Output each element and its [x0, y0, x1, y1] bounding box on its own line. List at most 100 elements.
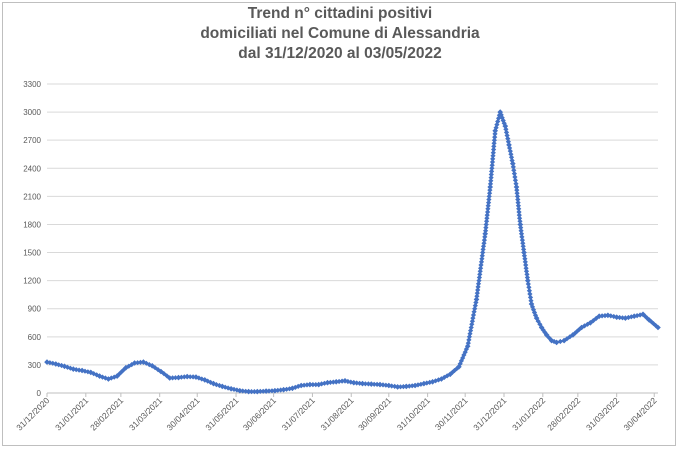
- marker: [190, 374, 196, 380]
- data-point: [438, 376, 445, 382]
- x-tick-label: 28/02/2021: [88, 395, 125, 432]
- marker: [170, 375, 176, 381]
- y-tick-label: 900: [28, 305, 42, 314]
- marker: [489, 168, 495, 174]
- chart-title: Trend n° cittadini positivi domiciliati …: [0, 4, 680, 64]
- data-point: [333, 379, 339, 385]
- marker: [248, 389, 255, 395]
- data-point: [510, 160, 516, 167]
- data-point: [114, 373, 120, 379]
- data-point: [587, 320, 594, 326]
- data-point: [464, 343, 471, 349]
- marker: [490, 150, 496, 156]
- data-point: [506, 142, 512, 148]
- marker: [521, 246, 527, 252]
- marker: [441, 374, 447, 380]
- marker: [642, 313, 648, 319]
- marker: [330, 379, 336, 385]
- y-tick-label: 2100: [23, 192, 41, 201]
- marker: [155, 367, 161, 373]
- marker: [487, 190, 493, 196]
- marker: [348, 379, 354, 385]
- marker: [516, 212, 522, 218]
- data-point: [640, 311, 646, 318]
- marker: [357, 380, 363, 386]
- data-point: [447, 371, 453, 378]
- marker: [518, 228, 524, 234]
- data-point: [149, 363, 155, 369]
- marker: [485, 209, 491, 215]
- marker: [653, 323, 659, 329]
- marker: [527, 291, 533, 297]
- marker: [301, 382, 307, 388]
- marker: [99, 374, 106, 380]
- data-point: [655, 324, 661, 331]
- data-point: [254, 388, 261, 395]
- x-tick-label: 30/06/2021: [241, 395, 278, 432]
- marker: [481, 240, 487, 246]
- data-point: [96, 373, 103, 379]
- marker: [137, 359, 144, 365]
- marker: [319, 381, 325, 387]
- marker: [468, 328, 474, 334]
- marker: [146, 362, 152, 368]
- data-point: [487, 184, 493, 190]
- data-point: [394, 384, 401, 390]
- marker: [476, 274, 482, 281]
- marker: [628, 314, 634, 320]
- marker: [161, 371, 167, 377]
- marker: [484, 218, 490, 224]
- marker: [468, 324, 474, 331]
- marker: [507, 148, 513, 154]
- y-tick-label: 600: [28, 333, 42, 342]
- data-point: [533, 315, 540, 321]
- marker: [519, 234, 525, 240]
- data-point: [528, 301, 535, 307]
- y-tick-label: 2400: [23, 164, 41, 173]
- marker: [418, 381, 424, 387]
- marker: [485, 206, 491, 212]
- marker: [463, 346, 469, 352]
- data-point: [123, 364, 129, 371]
- data-point: [543, 332, 550, 338]
- y-tick-label: 300: [28, 361, 42, 370]
- marker: [466, 337, 472, 343]
- marker: [257, 388, 263, 394]
- marker: [477, 268, 483, 274]
- data-point: [245, 388, 252, 395]
- chart-title-line-3: dal 31/12/2020 al 03/05/2022: [238, 45, 442, 62]
- marker: [339, 378, 345, 384]
- y-tick-label: 2700: [23, 136, 41, 145]
- x-tick-label: 31/01/2022: [510, 395, 547, 432]
- marker: [208, 379, 214, 385]
- data-point: [307, 381, 313, 388]
- data-point: [622, 315, 629, 321]
- data-point: [237, 387, 243, 394]
- marker: [470, 315, 476, 321]
- marker: [118, 369, 125, 375]
- data-point: [184, 373, 190, 380]
- marker: [392, 383, 398, 389]
- data-point: [482, 231, 488, 237]
- marker: [515, 200, 521, 206]
- marker: [526, 284, 532, 290]
- marker: [512, 177, 518, 183]
- marker: [507, 145, 513, 151]
- marker: [492, 131, 498, 137]
- marker: [82, 368, 88, 374]
- marker: [483, 225, 489, 231]
- data-point: [513, 184, 520, 190]
- marker: [495, 118, 501, 125]
- data-point: [570, 332, 576, 338]
- data-point: [175, 374, 182, 381]
- marker: [462, 349, 468, 355]
- x-tick-label: 31/10/2021: [395, 395, 432, 432]
- marker: [406, 383, 412, 389]
- marker: [486, 193, 492, 199]
- marker: [458, 358, 464, 364]
- data-point: [473, 296, 480, 303]
- data-point: [280, 386, 287, 393]
- marker: [489, 162, 495, 168]
- data-point: [298, 382, 304, 389]
